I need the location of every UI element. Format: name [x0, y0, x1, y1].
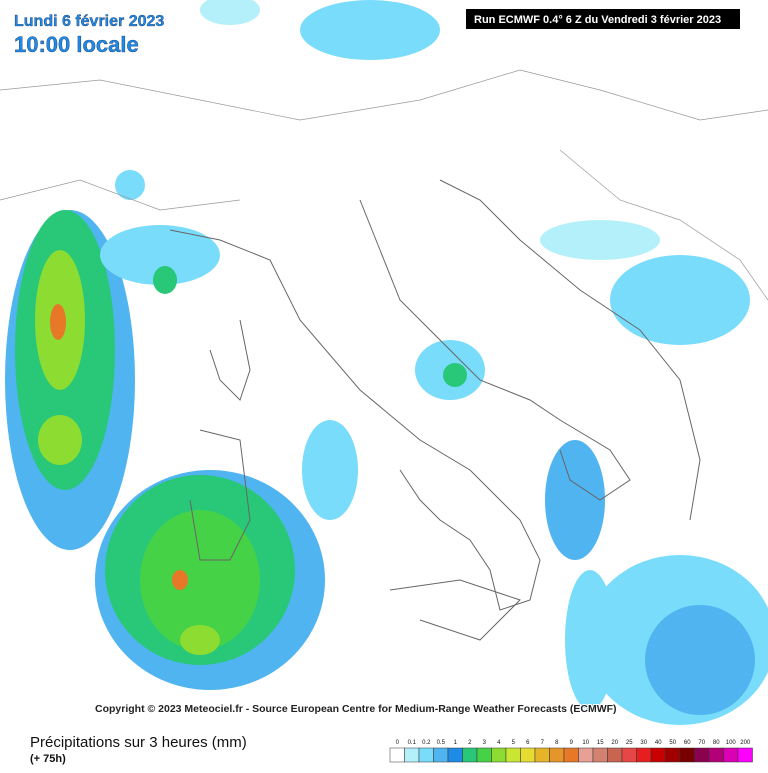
scale-label: 2	[468, 740, 472, 746]
scale-label: 6	[526, 740, 530, 746]
scale-label: 3	[483, 740, 487, 746]
scale-label: 200	[740, 740, 751, 746]
scale-swatch	[621, 747, 637, 763]
scale-label: 100	[726, 740, 737, 746]
scale-label: 10	[582, 740, 589, 746]
copyright: Copyright © 2023 Meteociel.fr - Source E…	[95, 703, 617, 715]
scale-swatch	[534, 747, 550, 763]
scale-label: 80	[713, 740, 720, 746]
scale-swatch	[723, 747, 739, 763]
scale-swatch	[607, 747, 623, 763]
scale-label: 30	[640, 740, 647, 746]
scale-label: 20	[611, 740, 618, 746]
scale-label: 7	[541, 740, 545, 746]
scale-swatch	[650, 747, 666, 763]
scale-swatch	[694, 747, 710, 763]
scale-label: 0.5	[437, 740, 446, 746]
scale-swatch	[520, 747, 536, 763]
run-box	[466, 9, 740, 29]
scale-swatch	[578, 747, 594, 763]
scale-swatch	[665, 747, 681, 763]
time-title: 10:00 locale	[14, 32, 139, 57]
scale-label: 4	[497, 740, 501, 746]
color-scale: 0 0.1 0.2 0.5 1 2 3 4 5 6 7 8 9 10 15 20 25 30 40 50 60 70 80 1…	[389, 740, 753, 763]
scale-swatch	[418, 747, 434, 763]
scale-label: 0.1	[408, 740, 417, 746]
scale-swatch	[636, 747, 652, 763]
scale-label: 9	[570, 740, 574, 746]
scale-label: 25	[626, 740, 633, 746]
scale-swatch	[491, 747, 507, 763]
scale-swatch	[505, 747, 521, 763]
scale-swatch	[462, 747, 478, 763]
scale-swatch	[592, 747, 608, 763]
scale-swatch	[404, 747, 420, 763]
coastlines	[0, 69, 768, 641]
scale-label: 8	[555, 740, 559, 746]
scale-swatch	[563, 747, 579, 763]
date-title: Lundi 6 février 2023	[14, 13, 164, 30]
scale-swatch	[549, 747, 565, 763]
scale-swatch	[389, 747, 405, 763]
scale-swatch	[476, 747, 492, 763]
scale-swatch	[433, 747, 449, 763]
scale-label: 50	[669, 740, 676, 746]
scale-label: 0	[396, 740, 400, 746]
scale-label: 40	[655, 740, 662, 746]
scale-swatch	[679, 747, 695, 763]
scale-label: 0.2	[422, 740, 431, 746]
scale-swatch	[708, 747, 724, 763]
legend-title: Précipitations sur 3 heures (mm)	[30, 734, 247, 751]
run-label: Run ECMWF 0.4° 6 Z du Vendredi 3 février…	[474, 14, 721, 26]
scale-swatch	[737, 747, 753, 763]
scale-swatch	[447, 747, 463, 763]
scale-label: 60	[684, 740, 691, 746]
scale-label: 70	[698, 740, 705, 746]
scale-label: 5	[512, 740, 516, 746]
legend-lead: (+ 75h)	[30, 753, 66, 765]
scale-label: 1	[454, 740, 458, 746]
precipitation	[5, 0, 768, 725]
scale-label: 15	[597, 740, 604, 746]
